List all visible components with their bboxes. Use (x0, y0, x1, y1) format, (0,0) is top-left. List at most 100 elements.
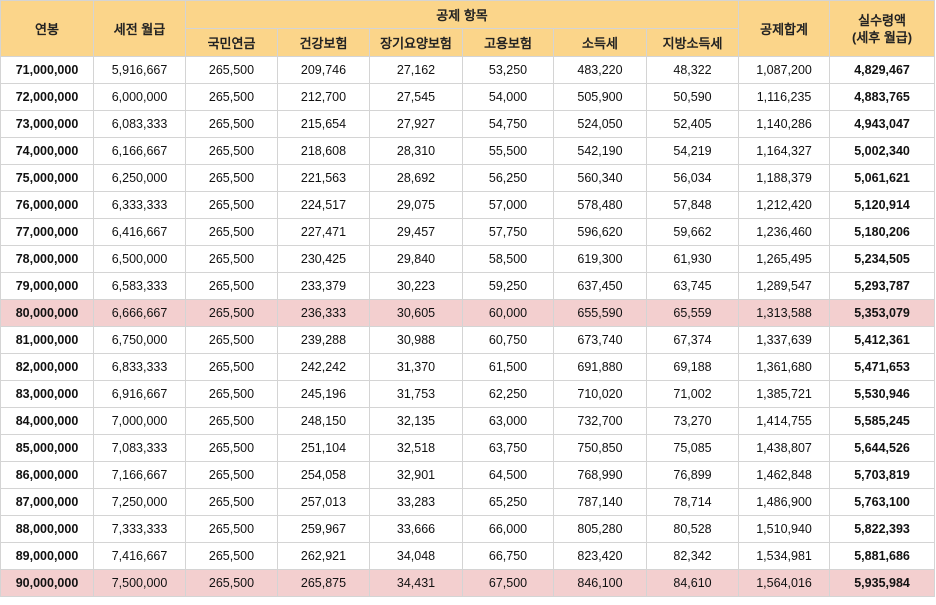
cell-total-deduction: 1,510,940 (738, 515, 831, 543)
cell-monthly-pretax: 6,750,000 (93, 326, 186, 354)
cell-long-term-care: 32,518 (369, 434, 463, 462)
header-net-pay: 실수령액 (세후 월급) (829, 0, 936, 57)
cell-employment-insurance: 65,250 (462, 488, 554, 516)
cell-health-insurance: 221,563 (277, 164, 370, 192)
cell-local-income-tax: 84,610 (645, 569, 740, 597)
cell-national-pension: 265,500 (185, 326, 278, 354)
cell-national-pension: 265,500 (185, 461, 278, 489)
cell-employment-insurance: 54,000 (462, 83, 554, 111)
cell-health-insurance: 224,517 (277, 191, 370, 219)
header-total-deduction: 공제합계 (738, 0, 831, 57)
cell-employment-insurance: 61,500 (462, 353, 554, 381)
cell-annual-salary: 87,000,000 (0, 488, 94, 516)
cell-health-insurance: 257,013 (277, 488, 370, 516)
cell-monthly-pretax: 6,083,333 (93, 110, 186, 138)
cell-income-tax: 524,050 (553, 110, 647, 138)
cell-national-pension: 265,500 (185, 353, 278, 381)
cell-monthly-pretax: 7,333,333 (93, 515, 186, 543)
table-row: 76,000,000 6,333,333 265,500 224,517 29,075 5… (0, 191, 936, 219)
cell-annual-salary: 79,000,000 (0, 272, 94, 300)
cell-total-deduction: 1,087,200 (738, 56, 831, 84)
cell-income-tax: 483,220 (553, 56, 647, 84)
cell-net-pay: 5,644,526 (829, 434, 936, 462)
cell-local-income-tax: 71,002 (645, 380, 740, 408)
cell-net-pay: 5,180,206 (829, 218, 936, 246)
cell-total-deduction: 1,188,379 (738, 164, 831, 192)
cell-employment-insurance: 55,500 (462, 137, 554, 165)
cell-income-tax: 560,340 (553, 164, 647, 192)
cell-local-income-tax: 65,559 (645, 299, 740, 327)
cell-monthly-pretax: 6,000,000 (93, 83, 186, 111)
cell-health-insurance: 233,379 (277, 272, 370, 300)
cell-national-pension: 265,500 (185, 380, 278, 408)
cell-net-pay: 5,061,621 (829, 164, 936, 192)
cell-income-tax: 596,620 (553, 218, 647, 246)
cell-local-income-tax: 48,322 (645, 56, 740, 84)
cell-net-pay: 5,530,946 (829, 380, 936, 408)
cell-employment-insurance: 57,750 (462, 218, 554, 246)
cell-monthly-pretax: 7,000,000 (93, 407, 186, 435)
cell-monthly-pretax: 6,833,333 (93, 353, 186, 381)
cell-annual-salary: 81,000,000 (0, 326, 94, 354)
cell-income-tax: 673,740 (553, 326, 647, 354)
cell-net-pay: 4,883,765 (829, 83, 936, 111)
cell-employment-insurance: 60,750 (462, 326, 554, 354)
cell-national-pension: 265,500 (185, 515, 278, 543)
cell-long-term-care: 34,431 (369, 569, 463, 597)
cell-net-pay: 5,881,686 (829, 542, 936, 570)
cell-employment-insurance: 66,000 (462, 515, 554, 543)
cell-health-insurance: 218,608 (277, 137, 370, 165)
cell-long-term-care: 31,753 (369, 380, 463, 408)
cell-health-insurance: 259,967 (277, 515, 370, 543)
cell-health-insurance: 227,471 (277, 218, 370, 246)
cell-annual-salary: 77,000,000 (0, 218, 94, 246)
cell-national-pension: 265,500 (185, 272, 278, 300)
table-row: 81,000,000 6,750,000 265,500 239,288 30,988 6… (0, 326, 936, 354)
cell-national-pension: 265,500 (185, 407, 278, 435)
cell-total-deduction: 1,414,755 (738, 407, 831, 435)
cell-long-term-care: 30,223 (369, 272, 463, 300)
cell-annual-salary: 71,000,000 (0, 56, 94, 84)
cell-net-pay: 5,763,100 (829, 488, 936, 516)
cell-monthly-pretax: 6,250,000 (93, 164, 186, 192)
cell-employment-insurance: 59,250 (462, 272, 554, 300)
header-national-pension: 국민연금 (185, 28, 278, 57)
header-long-term-care: 장기요양보험 (369, 28, 463, 57)
cell-national-pension: 265,500 (185, 245, 278, 273)
cell-employment-insurance: 56,250 (462, 164, 554, 192)
cell-long-term-care: 28,310 (369, 137, 463, 165)
cell-national-pension: 265,500 (185, 110, 278, 138)
table-row: 86,000,000 7,166,667 265,500 254,058 32,901 6… (0, 461, 936, 489)
cell-annual-salary: 80,000,000 (0, 299, 94, 327)
cell-total-deduction: 1,462,848 (738, 461, 831, 489)
cell-employment-insurance: 67,500 (462, 569, 554, 597)
header-income-tax: 소득세 (553, 28, 647, 57)
cell-net-pay: 5,585,245 (829, 407, 936, 435)
cell-long-term-care: 29,457 (369, 218, 463, 246)
table-row: 85,000,000 7,083,333 265,500 251,104 32,518 6… (0, 434, 936, 462)
cell-annual-salary: 82,000,000 (0, 353, 94, 381)
cell-national-pension: 265,500 (185, 56, 278, 84)
cell-net-pay: 5,120,914 (829, 191, 936, 219)
cell-income-tax: 619,300 (553, 245, 647, 273)
header-annual-salary: 연봉 (0, 0, 94, 57)
cell-monthly-pretax: 6,500,000 (93, 245, 186, 273)
cell-local-income-tax: 56,034 (645, 164, 740, 192)
cell-national-pension: 265,500 (185, 83, 278, 111)
cell-total-deduction: 1,265,495 (738, 245, 831, 273)
cell-long-term-care: 28,692 (369, 164, 463, 192)
cell-total-deduction: 1,212,420 (738, 191, 831, 219)
header-net-pay-line1: 실수령액 (858, 12, 906, 28)
cell-income-tax: 505,900 (553, 83, 647, 111)
cell-employment-insurance: 66,750 (462, 542, 554, 570)
cell-health-insurance: 212,700 (277, 83, 370, 111)
cell-income-tax: 710,020 (553, 380, 647, 408)
cell-employment-insurance: 60,000 (462, 299, 554, 327)
header-net-pay-line2: (세후 월급) (851, 29, 913, 45)
table-row: 72,000,000 6,000,000 265,500 212,700 27,545 5… (0, 83, 936, 111)
cell-total-deduction: 1,164,327 (738, 137, 831, 165)
cell-annual-salary: 86,000,000 (0, 461, 94, 489)
header-health-insurance: 건강보험 (277, 28, 370, 57)
cell-employment-insurance: 62,250 (462, 380, 554, 408)
cell-employment-insurance: 58,500 (462, 245, 554, 273)
